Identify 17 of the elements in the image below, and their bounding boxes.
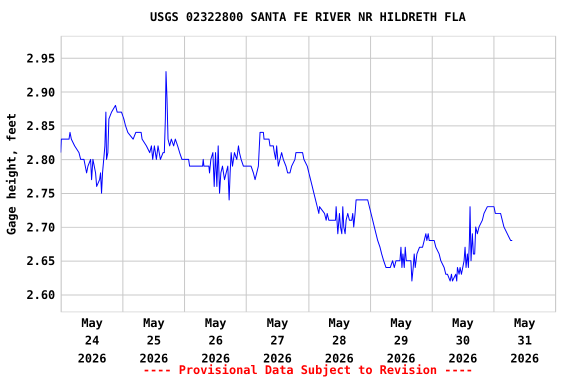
x-tick-label: May 25 2026 (140, 316, 168, 366)
x-tick-label: May 31 2026 (510, 316, 540, 366)
y-tick-label: 2.75 (26, 186, 56, 201)
y-tick-label: 2.60 (26, 288, 56, 302)
text: ---- Provisional Data Subject to Revision ---- (142, 363, 473, 378)
y-tick-label: 2.95 (26, 52, 56, 66)
x-tick-label: May 30 2026 (448, 316, 478, 366)
y-tick-label: 2.80 (26, 152, 56, 167)
y-axis-title: Gage height, feet (4, 113, 19, 236)
y-tick-label: 2.85 (26, 119, 56, 134)
y-tick-label: 2.65 (26, 254, 56, 268)
x-tick-label: May 27 2026 (263, 316, 292, 366)
chart-title: USGS 02322800 SANTA FE RIVER NR HILDRETH FLA (150, 10, 466, 24)
y-tick-label: 2.90 (26, 85, 56, 100)
line-series (60, 71, 513, 282)
x-tick-label: May 24 2026 (78, 316, 106, 366)
y-tick-label: 2.70 (26, 220, 56, 234)
